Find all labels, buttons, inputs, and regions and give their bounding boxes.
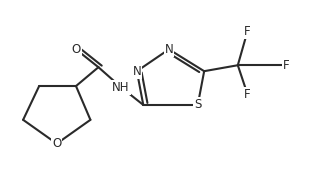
Text: F: F [244,88,251,101]
Text: O: O [71,43,81,56]
Text: F: F [282,59,289,72]
Text: N: N [165,43,173,56]
Text: S: S [194,98,201,111]
Text: N: N [133,65,141,78]
Text: O: O [52,137,61,150]
Text: F: F [244,25,251,38]
Text: NH: NH [112,81,129,94]
